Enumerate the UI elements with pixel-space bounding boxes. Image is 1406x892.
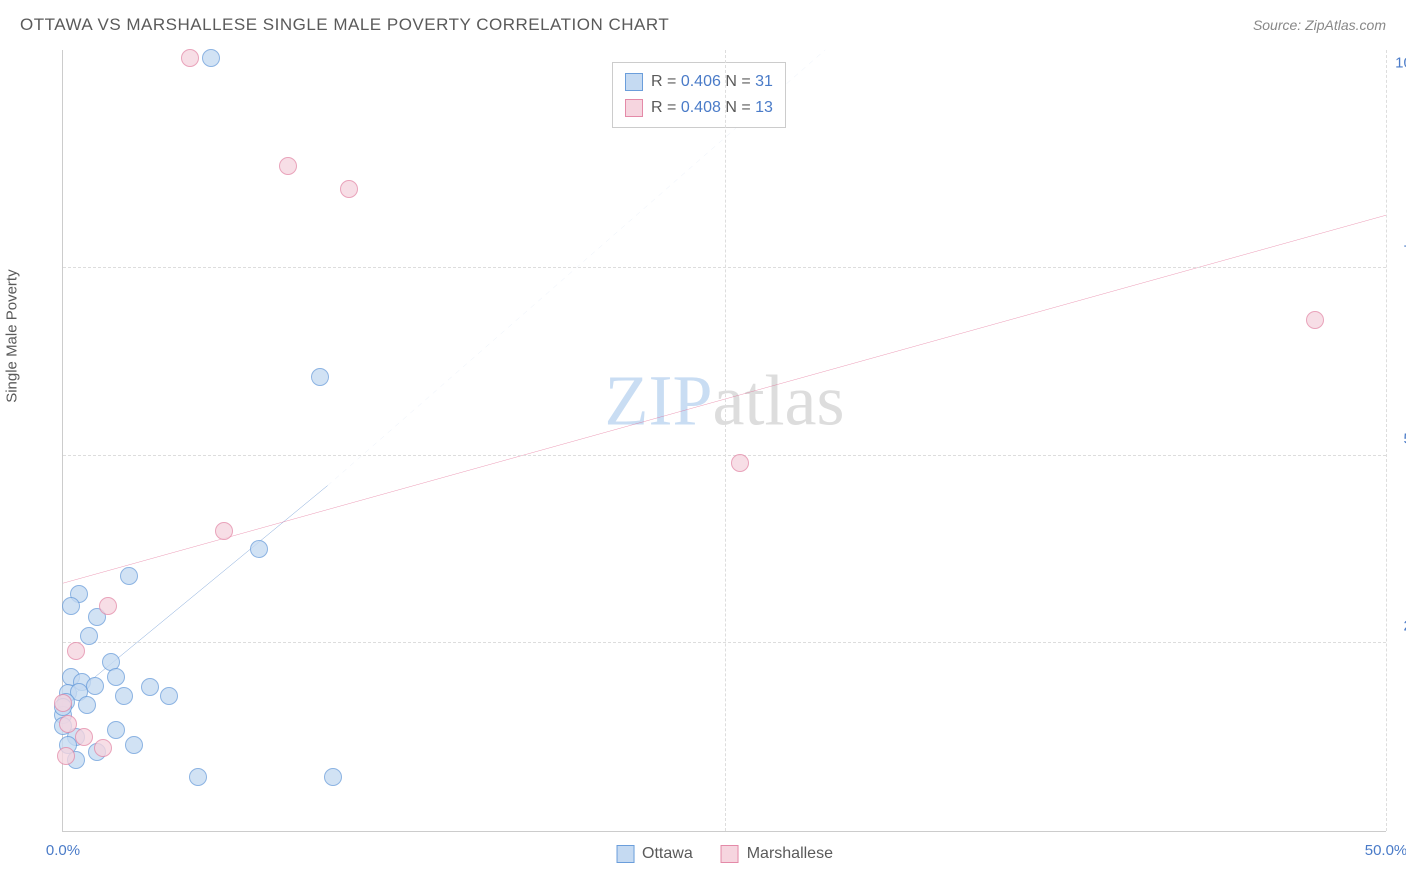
data-point bbox=[107, 721, 125, 739]
chart-container: Single Male Poverty ZIPatlas R = 0.406 N… bbox=[20, 50, 1386, 872]
gridline-v bbox=[725, 50, 726, 831]
data-point bbox=[54, 694, 72, 712]
data-point bbox=[141, 678, 159, 696]
data-point bbox=[62, 597, 80, 615]
x-tick-label: 0.0% bbox=[46, 842, 80, 859]
data-point bbox=[181, 49, 199, 67]
legend-label: Ottawa bbox=[642, 845, 693, 863]
legend-stat-text: R = 0.406 N = 31 bbox=[651, 69, 773, 95]
y-tick-label: 100.0% bbox=[1395, 55, 1406, 72]
legend-stat-text: R = 0.408 N = 13 bbox=[651, 95, 773, 121]
source-attribution: Source: ZipAtlas.com bbox=[1253, 17, 1386, 33]
data-point bbox=[279, 157, 297, 175]
data-point bbox=[731, 454, 749, 472]
data-point bbox=[67, 642, 85, 660]
legend-swatch bbox=[616, 845, 634, 863]
data-point bbox=[311, 368, 329, 386]
data-point bbox=[99, 597, 117, 615]
data-point bbox=[107, 668, 125, 686]
y-axis-label: Single Male Poverty bbox=[4, 269, 21, 402]
data-point bbox=[189, 768, 207, 786]
data-point bbox=[324, 768, 342, 786]
data-point bbox=[215, 522, 233, 540]
gridline-v bbox=[1386, 50, 1387, 831]
stats-legend-row: R = 0.406 N = 31 bbox=[625, 69, 773, 95]
legend-label: Marshallese bbox=[747, 845, 833, 863]
data-point bbox=[202, 49, 220, 67]
chart-title: OTTAWA VS MARSHALLESE SINGLE MALE POVERT… bbox=[20, 15, 669, 35]
data-point bbox=[78, 696, 96, 714]
data-point bbox=[120, 567, 138, 585]
data-point bbox=[86, 677, 104, 695]
data-point bbox=[115, 687, 133, 705]
regression-line bbox=[63, 486, 328, 704]
header: OTTAWA VS MARSHALLESE SINGLE MALE POVERT… bbox=[0, 0, 1406, 40]
data-point bbox=[160, 687, 178, 705]
plot-area: ZIPatlas R = 0.406 N = 31R = 0.408 N = 1… bbox=[62, 50, 1386, 832]
x-tick-label: 50.0% bbox=[1365, 842, 1406, 859]
data-point bbox=[57, 747, 75, 765]
data-point bbox=[340, 180, 358, 198]
legend-swatch bbox=[721, 845, 739, 863]
data-point bbox=[59, 715, 77, 733]
legend-item: Marshallese bbox=[721, 845, 833, 863]
watermark-part-b: atlas bbox=[713, 361, 845, 441]
data-point bbox=[125, 736, 143, 754]
legend-item: Ottawa bbox=[616, 845, 693, 863]
stats-legend: R = 0.406 N = 31R = 0.408 N = 13 bbox=[612, 62, 786, 128]
series-legend: Ottawa Marshallese bbox=[616, 845, 833, 863]
watermark-part-a: ZIP bbox=[605, 361, 713, 441]
data-point bbox=[75, 728, 93, 746]
data-point bbox=[94, 739, 112, 757]
data-point bbox=[1306, 311, 1324, 329]
data-point bbox=[250, 540, 268, 558]
stats-legend-row: R = 0.408 N = 13 bbox=[625, 95, 773, 121]
legend-swatch bbox=[625, 99, 643, 117]
data-point bbox=[80, 627, 98, 645]
legend-swatch bbox=[625, 73, 643, 91]
